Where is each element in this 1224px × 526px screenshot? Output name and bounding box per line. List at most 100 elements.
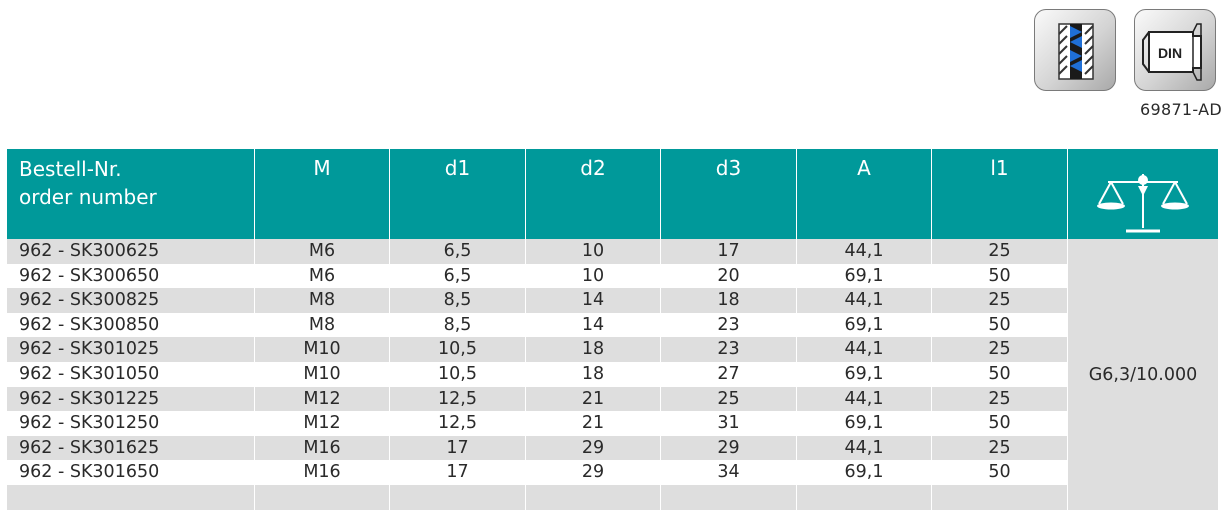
cell-d2: 21 [526,411,661,436]
cell-l1: 50 [932,263,1068,289]
coarse-thread-icon [1034,9,1116,91]
cell-d2: 29 [526,435,661,461]
cell-m: M12 [255,411,390,436]
cell-d3: 29 [661,435,797,461]
cell-order-number: 962 - SK301250 [7,411,255,436]
cell-a: 69,1 [797,361,932,387]
cell-d3: 17 [661,239,797,264]
cell-empty [661,484,797,510]
cell-m: M12 [255,386,390,412]
cell-m: M8 [255,312,390,338]
table-rows: 962 - SK300625 M6 6,5 10 17 44,1 25 962 … [7,239,1068,510]
table-header: Bestell-Nr. order number M d1 d2 d3 A l1 [7,149,1218,239]
cell-d1: 17 [390,435,526,461]
cell-l1: 50 [932,312,1068,338]
cell-empty [797,484,932,510]
cell-l1: 50 [932,411,1068,436]
header-order-number-en: order number [19,185,157,209]
cell-d1: 6,5 [390,263,526,289]
cell-a: 44,1 [797,239,932,264]
cell-empty [255,484,390,510]
cell-a: 44,1 [797,435,932,461]
cell-d2: 10 [526,239,661,264]
cell-d2: 18 [526,337,661,362]
cell-m: M16 [255,460,390,485]
cell-order-number: 962 - SK301225 [7,386,255,412]
cell-a: 44,1 [797,288,932,313]
cell-d3: 34 [661,460,797,485]
product-table: Bestell-Nr. order number M d1 d2 d3 A l1 [7,149,1218,510]
cell-d1: 12,5 [390,386,526,412]
cell-l1: 25 [932,239,1068,264]
cell-d1: 10,5 [390,361,526,387]
table-row: 962 - SK301650 M16 17 29 34 69,1 50 [7,460,1068,485]
header-d3: d3 [661,149,797,239]
cell-d3: 31 [661,411,797,436]
cell-l1: 25 [932,435,1068,461]
cell-d3: 20 [661,263,797,289]
header-order-number: Bestell-Nr. order number [7,149,255,239]
header-a: A [797,149,932,239]
header-order-number-de: Bestell-Nr. [19,157,122,181]
cell-order-number: 962 - SK301625 [7,435,255,461]
cell-d3: 25 [661,386,797,412]
table-body: 962 - SK300625 M6 6,5 10 17 44,1 25 962 … [7,239,1218,510]
balance-scale-icon [1097,174,1189,233]
cell-d1: 12,5 [390,411,526,436]
din-label: DIN [1158,45,1182,61]
cell-m: M6 [255,263,390,289]
table-row-empty [7,484,1068,510]
cell-order-number: 962 - SK301650 [7,460,255,485]
cell-l1: 50 [932,460,1068,485]
cell-d1: 8,5 [390,288,526,313]
header-weight [1068,149,1218,239]
cell-m: M10 [255,361,390,387]
cell-l1: 25 [932,337,1068,362]
header-d1: d1 [390,149,526,239]
cell-l1: 25 [932,386,1068,412]
cell-order-number: 962 - SK300625 [7,239,255,264]
table-row: 962 - SK300650 M6 6,5 10 20 69,1 50 [7,263,1068,289]
cell-d1: 8,5 [390,312,526,338]
cell-m: M8 [255,288,390,313]
cell-order-number: 962 - SK301025 [7,337,255,362]
table-row: 962 - SK301625 M16 17 29 29 44,1 25 [7,435,1068,461]
cell-l1: 25 [932,288,1068,313]
cell-a: 44,1 [797,337,932,362]
cell-empty [932,484,1068,510]
cell-d2: 14 [526,312,661,338]
cell-d1: 17 [390,460,526,485]
cell-m: M6 [255,239,390,264]
cell-d3: 27 [661,361,797,387]
table-row: 962 - SK301250 M12 12,5 21 31 69,1 50 [7,411,1068,436]
cell-d2: 14 [526,288,661,313]
cell-m: M10 [255,337,390,362]
cell-d2: 29 [526,460,661,485]
cell-a: 44,1 [797,386,932,412]
cell-empty [7,484,255,510]
table-row: 962 - SK301225 M12 12,5 21 25 44,1 25 [7,386,1068,412]
header-m: M [255,149,390,239]
header-d2: d2 [526,149,661,239]
cell-a: 69,1 [797,460,932,485]
table-row: 962 - SK300825 M8 8,5 14 18 44,1 25 [7,288,1068,313]
cell-m: M16 [255,435,390,461]
table-row: 962 - SK301025 M10 10,5 18 23 44,1 25 [7,337,1068,362]
cell-a: 69,1 [797,312,932,338]
cell-d2: 10 [526,263,661,289]
cell-order-number: 962 - SK300850 [7,312,255,338]
cell-a: 69,1 [797,411,932,436]
reference-code: 69871-AD [1140,100,1222,119]
cell-l1: 50 [932,361,1068,387]
cell-empty [390,484,526,510]
cell-order-number: 962 - SK300825 [7,288,255,313]
cell-order-number: 962 - SK300650 [7,263,255,289]
cell-d2: 21 [526,386,661,412]
cell-d3: 18 [661,288,797,313]
cell-d2: 18 [526,361,661,387]
cell-d1: 10,5 [390,337,526,362]
table-row: 962 - SK300850 M8 8,5 14 23 69,1 50 [7,312,1068,338]
din-standard-icon: DIN [1134,9,1216,91]
table-row: 962 - SK301050 M10 10,5 18 27 69,1 50 [7,361,1068,387]
balance-quality-cell: G6,3/10.000 [1068,239,1218,510]
